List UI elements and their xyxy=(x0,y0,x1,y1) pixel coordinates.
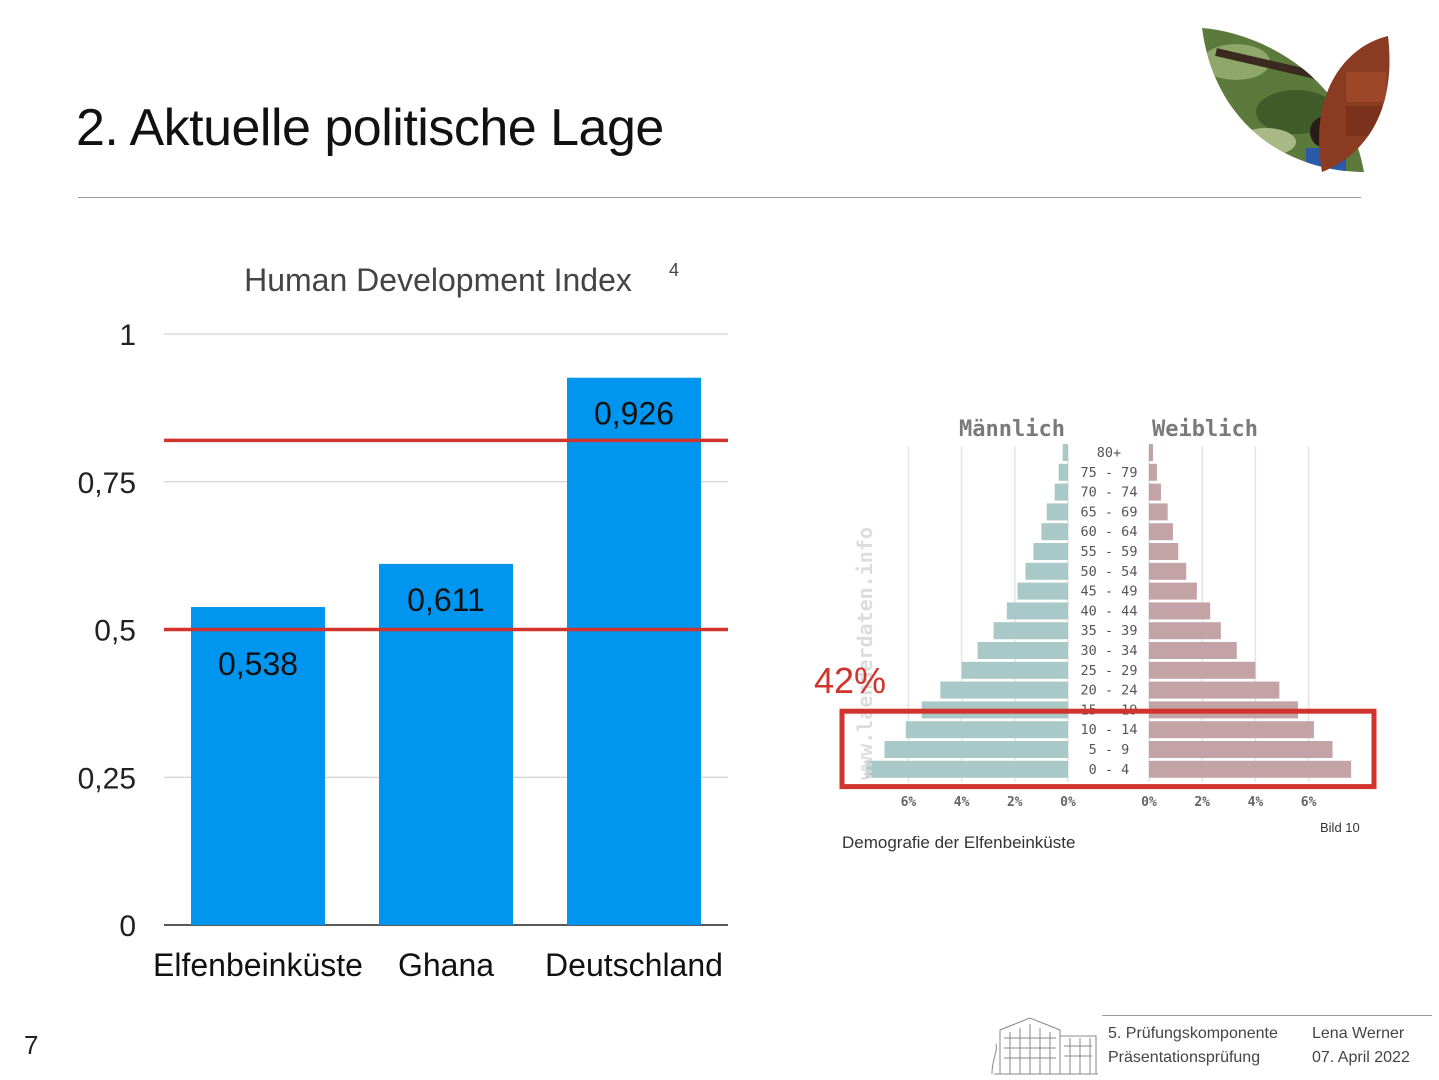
chart-title-footnote: 4 xyxy=(669,260,679,280)
female-bar xyxy=(1149,543,1179,560)
female-bar xyxy=(1149,622,1221,640)
female-bar xyxy=(1149,602,1211,620)
image-credit: Bild 10 xyxy=(1320,820,1360,835)
y-tick-label: 0,75 xyxy=(78,467,136,500)
school-building-icon xyxy=(991,1017,1098,1075)
age-group-label: 50 - 54 xyxy=(1081,564,1138,580)
male-bar xyxy=(905,721,1068,739)
bar-value-label: 0,611 xyxy=(407,582,485,618)
y-tick-label: 0 xyxy=(119,910,136,943)
slide-title: 2. Aktuelle politische Lage xyxy=(76,99,664,157)
age-group-label: 65 - 69 xyxy=(1081,504,1138,520)
y-tick-label: 0,25 xyxy=(78,762,136,795)
y-tick-label: 1 xyxy=(119,319,136,352)
pyramid-caption: Demografie der Elfenbeinküste xyxy=(842,833,1076,852)
female-bar xyxy=(1149,661,1256,679)
age-group-label: 70 - 74 xyxy=(1081,485,1138,501)
x-tick-label: 0% xyxy=(1141,795,1157,810)
bar-3 xyxy=(567,377,701,925)
age-group-label: 5 - 9 xyxy=(1089,742,1130,758)
female-bar xyxy=(1149,681,1280,699)
male-bar xyxy=(1006,602,1068,620)
age-group-label: 80+ xyxy=(1097,445,1121,461)
page-number: 7 xyxy=(24,1030,39,1060)
age-group-label: 10 - 14 xyxy=(1081,722,1138,738)
highlight-box xyxy=(839,708,1377,790)
age-group-label: 75 - 79 xyxy=(1081,465,1138,481)
hdi-bar-chart: Human Development Index 4 00,250,50,751 … xyxy=(78,260,728,983)
x-tick-label: 6% xyxy=(901,795,917,810)
age-group-label: 45 - 49 xyxy=(1081,584,1138,600)
footer-exam-type: Präsentationsprüfung xyxy=(1108,1049,1261,1066)
footer-author: Lena Werner xyxy=(1312,1025,1405,1042)
male-bar xyxy=(961,661,1068,679)
female-bar xyxy=(1149,760,1352,778)
bar-2 xyxy=(379,563,513,925)
pyramid-female-label: Weiblich xyxy=(1152,417,1258,442)
chart-title: Human Development Index xyxy=(244,262,632,298)
bar-value-label: 0,538 xyxy=(218,646,298,682)
x-tick-label: 4% xyxy=(1248,795,1264,810)
male-bar xyxy=(993,622,1068,640)
female-bar xyxy=(1149,721,1314,739)
age-group-label: 55 - 59 xyxy=(1081,544,1138,560)
female-bar xyxy=(1149,582,1197,600)
male-bar xyxy=(1041,523,1068,541)
male-bar xyxy=(977,642,1068,659)
male-bar xyxy=(940,681,1068,699)
age-group-label: 20 - 24 xyxy=(1081,683,1138,699)
pyramid-male-label: Männlich xyxy=(959,417,1065,442)
y-tick-label: 0,5 xyxy=(94,615,136,648)
male-bar xyxy=(1025,562,1068,580)
x-tick-label: 0% xyxy=(1060,795,1076,810)
age-group-label: 35 - 39 xyxy=(1081,623,1138,639)
cocoa-leaf-logo-icon xyxy=(1202,28,1390,172)
age-group-label: 60 - 64 xyxy=(1081,524,1138,540)
male-bar xyxy=(1017,582,1068,600)
x-tick-label: 6% xyxy=(1301,795,1317,810)
female-bar xyxy=(1149,503,1168,521)
age-group-label: 40 - 44 xyxy=(1081,603,1138,619)
male-bar xyxy=(1033,543,1068,560)
footer-divider xyxy=(1102,1015,1432,1016)
age-group-label: 30 - 34 xyxy=(1081,643,1138,659)
female-bar xyxy=(1149,562,1187,580)
age-group-label: 25 - 29 xyxy=(1081,663,1138,679)
bar-value-label: 0,926 xyxy=(594,396,674,432)
x-category-label: Elfenbeinküste xyxy=(153,947,363,983)
male-bar xyxy=(884,741,1068,758)
age-group-label: 0 - 4 xyxy=(1089,762,1130,778)
male-bar xyxy=(865,760,1068,778)
x-category-label: Deutschland xyxy=(545,947,723,983)
female-bar xyxy=(1149,463,1157,481)
male-bar xyxy=(1058,463,1068,481)
x-category-label: Ghana xyxy=(398,947,494,983)
male-bar xyxy=(1054,483,1068,501)
footer-exam-component: 5. Prüfungskomponente xyxy=(1108,1025,1278,1042)
female-bar xyxy=(1149,741,1333,758)
x-tick-label: 2% xyxy=(1194,795,1210,810)
female-bar xyxy=(1149,642,1237,659)
x-tick-label: 4% xyxy=(954,795,970,810)
pyramid-watermark: www.laenderdaten.info xyxy=(853,527,877,780)
title-divider xyxy=(78,197,1361,198)
population-pyramid-chart: Männlich Weiblich 80+ 75 - 79 70 - 74 65 - … xyxy=(839,417,1377,810)
footer-date: 07. April 2022 xyxy=(1312,1049,1410,1066)
bar-1 xyxy=(191,607,325,925)
female-bar xyxy=(1149,483,1161,501)
female-bar xyxy=(1149,444,1153,461)
highlight-percentage: 42% xyxy=(814,660,887,701)
female-bar xyxy=(1149,523,1173,541)
x-tick-label: 2% xyxy=(1007,795,1023,810)
male-bar xyxy=(1046,503,1068,521)
male-bar xyxy=(1062,444,1068,461)
